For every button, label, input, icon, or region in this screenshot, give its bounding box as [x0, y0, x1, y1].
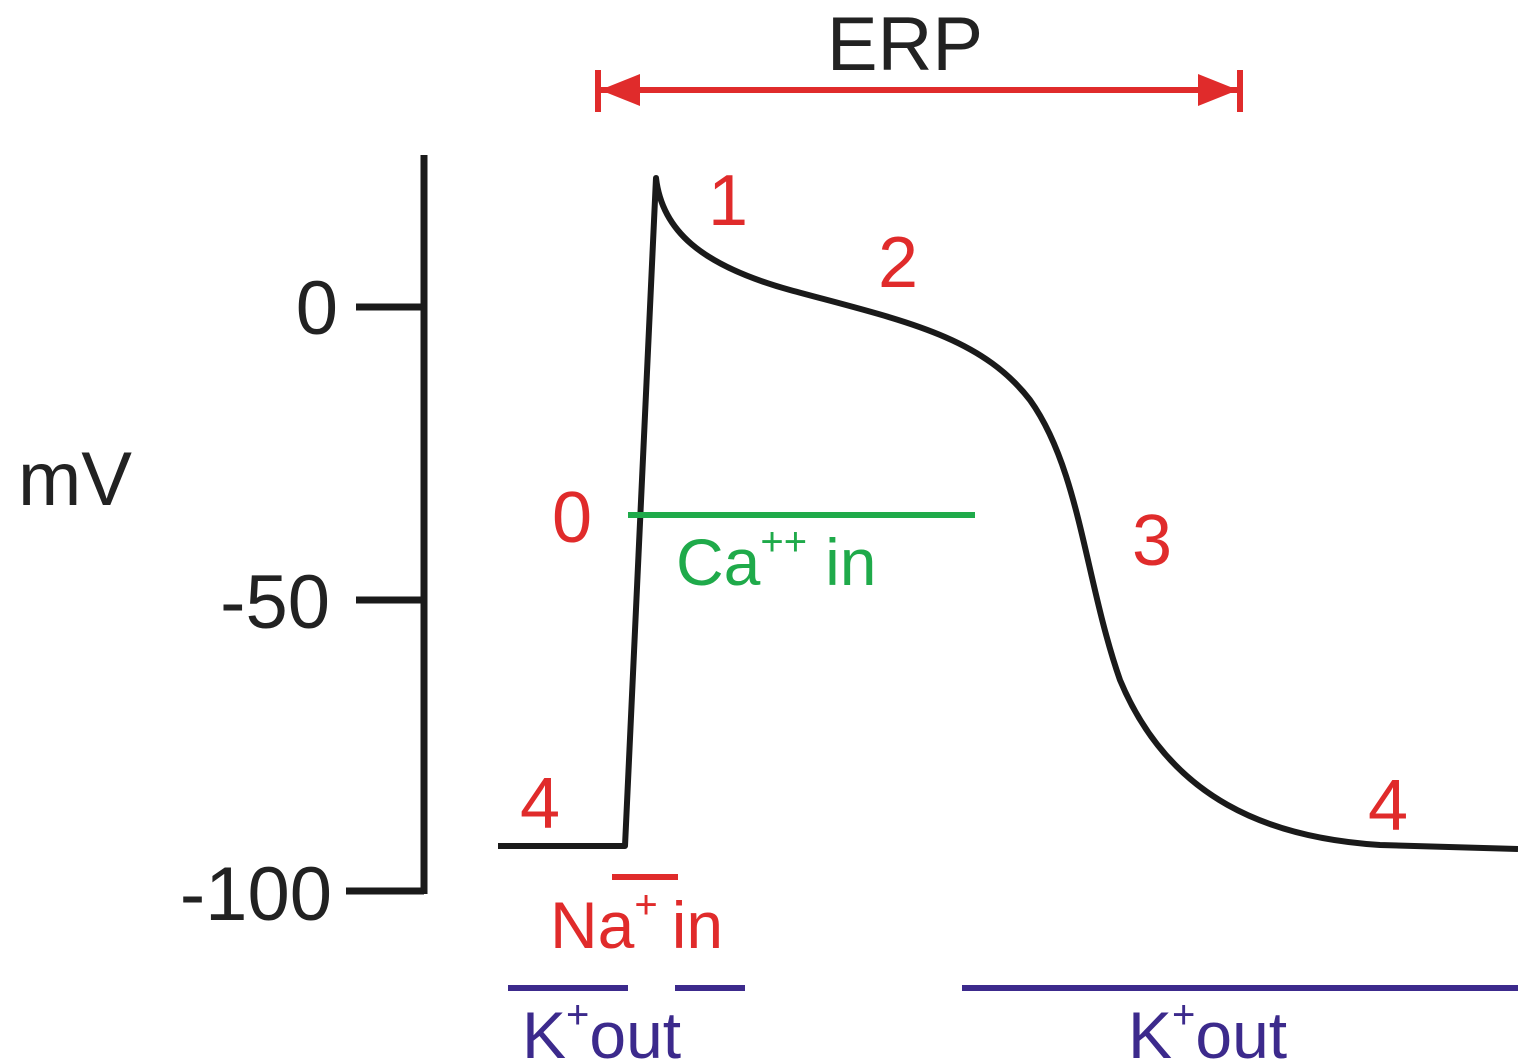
erp-label: ERP: [827, 2, 983, 87]
y-tick-label-minus-100: -100: [180, 852, 332, 937]
potassium-late-ion: K: [1128, 998, 1172, 1064]
sodium-current-label: Na+ in: [550, 883, 723, 962]
phase-label-2: 2: [878, 223, 918, 303]
calcium-charge: ++: [760, 520, 807, 564]
phase-label-1: 1: [708, 161, 748, 241]
y-tick-label-0: 0: [296, 266, 338, 351]
calcium-ion: Ca: [676, 525, 761, 599]
sodium-charge: +: [634, 883, 657, 927]
calcium-current-label: Ca++ in: [676, 520, 876, 599]
potassium-early-direction: out: [589, 998, 681, 1064]
y-tick-label-minus-50: -50: [220, 560, 330, 645]
erp-arrow-left-head: [600, 74, 640, 106]
phase-label-0: 0: [552, 478, 592, 558]
potassium-late-charge: +: [1172, 993, 1195, 1037]
potassium-early-ion: K: [522, 998, 566, 1064]
phase-label-3: 3: [1132, 501, 1172, 581]
sodium-direction: in: [672, 888, 723, 962]
potassium-early-charge: +: [566, 993, 589, 1037]
calcium-direction: in: [825, 525, 876, 599]
erp-arrow: [595, 70, 1243, 112]
sodium-ion: Na: [550, 888, 635, 962]
potassium-early-label: K+out: [522, 993, 681, 1064]
y-axis: [346, 155, 428, 895]
potassium-late-direction: out: [1195, 998, 1287, 1064]
y-axis-unit-label: mV: [18, 437, 132, 522]
potassium-late-label: K+out: [1128, 993, 1287, 1064]
action-potential-trace: [498, 175, 1518, 852]
erp-arrow-right-head: [1198, 74, 1238, 106]
phase-label-4-start: 4: [520, 764, 560, 844]
phase-label-4-end: 4: [1368, 766, 1408, 846]
